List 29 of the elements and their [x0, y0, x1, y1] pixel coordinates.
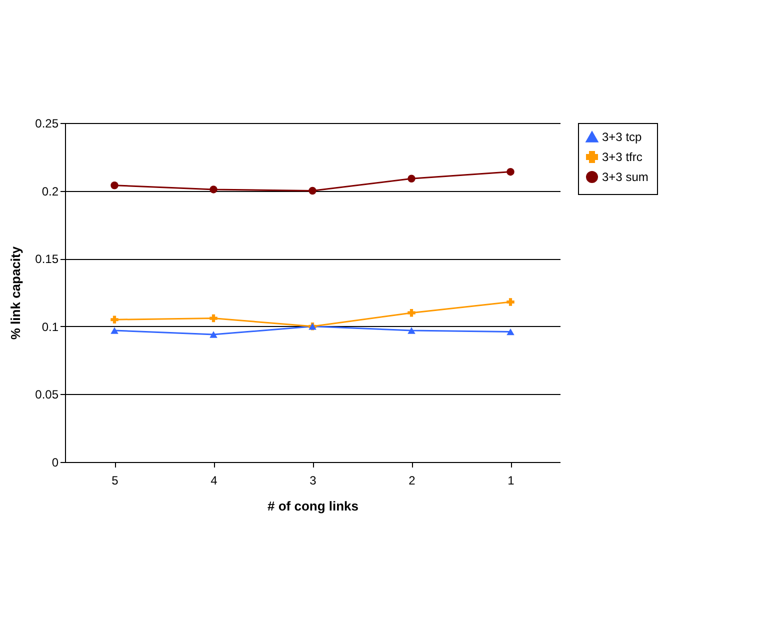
- y-tick-label: 0: [52, 456, 59, 470]
- point: [210, 186, 218, 194]
- point: [110, 316, 118, 324]
- x-tick-label: 4: [210, 474, 218, 488]
- legend-label: 3+3 sum: [602, 170, 648, 184]
- legend-label: 3+3 tfrc: [602, 150, 642, 164]
- point: [408, 327, 416, 334]
- point: [408, 174, 416, 182]
- y-tick-label: 0.2: [42, 184, 59, 198]
- point: [210, 314, 218, 322]
- y-tick-label: 0.1: [42, 320, 59, 334]
- y-tick-label: 0.25: [35, 116, 59, 130]
- x-tick-label: 3: [310, 474, 317, 488]
- legend-label: 3+3 tcp: [602, 130, 642, 144]
- point: [506, 328, 514, 336]
- x-tick-label: 2: [408, 474, 416, 488]
- x-tick-label: 1: [508, 474, 515, 488]
- point: [110, 327, 118, 334]
- x-axis-title: # of cong links: [267, 498, 359, 514]
- point: [408, 308, 416, 317]
- point: [308, 186, 316, 195]
- point: [506, 168, 514, 176]
- point: [110, 182, 118, 190]
- point: [506, 298, 514, 306]
- y-tick-label: 0.15: [35, 252, 59, 266]
- y-tick-label: 0.05: [35, 388, 59, 402]
- x-tick-label: 5: [112, 474, 119, 488]
- y-axis-title: % link capacity: [8, 246, 24, 340]
- point: [210, 331, 218, 338]
